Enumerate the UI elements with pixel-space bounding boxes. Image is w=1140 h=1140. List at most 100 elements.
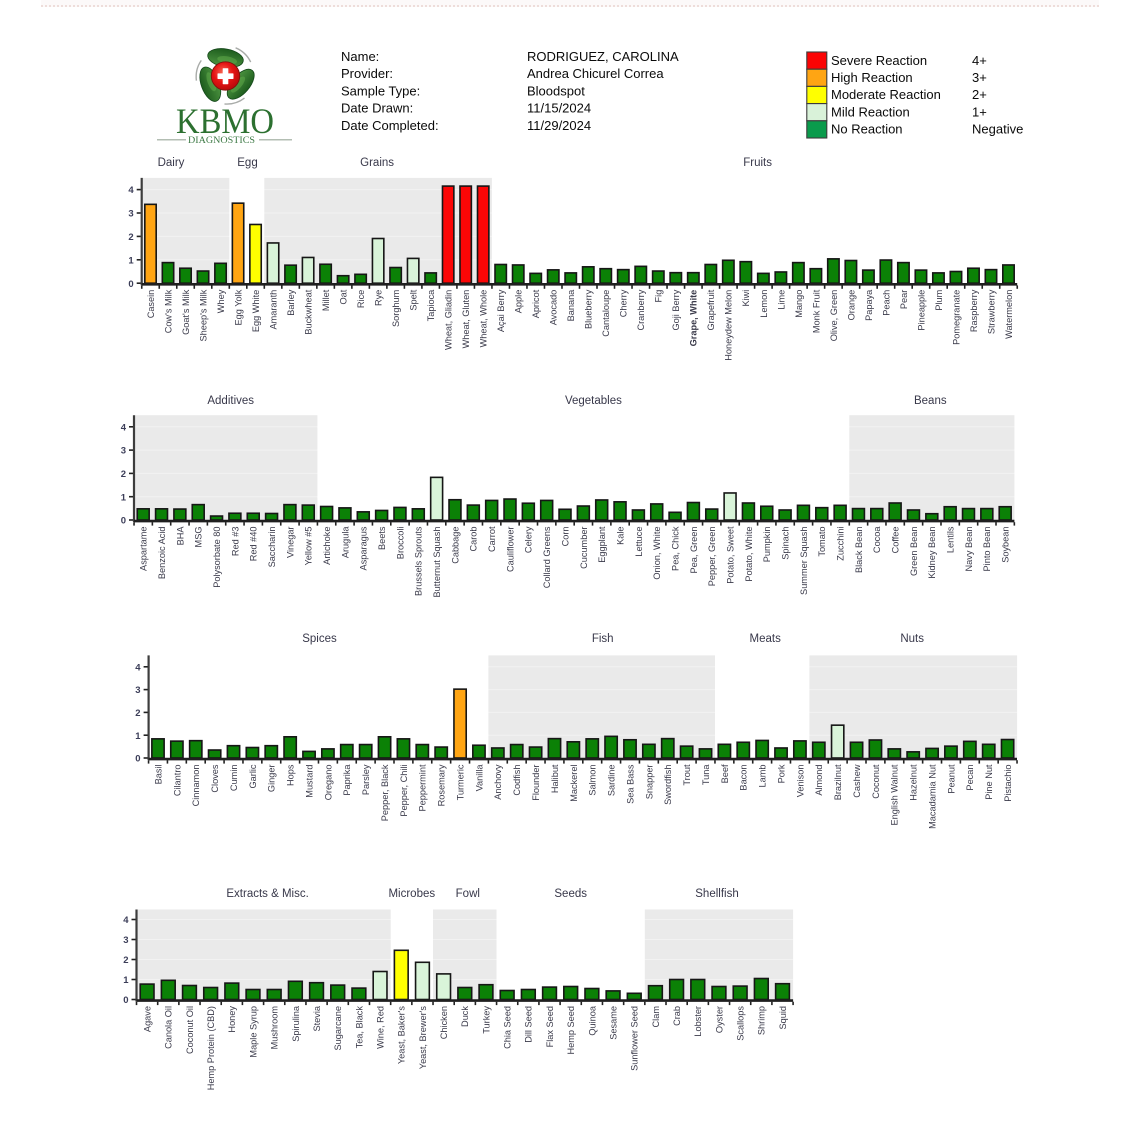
svg-text:Goji Berry: Goji Berry <box>671 289 681 330</box>
svg-text:Soybean: Soybean <box>1001 527 1011 563</box>
svg-text:Papaya: Papaya <box>864 289 874 321</box>
svg-text:Peach: Peach <box>881 290 891 316</box>
svg-text:Red #3: Red #3 <box>230 527 240 557</box>
svg-text:Collard Greens: Collard Greens <box>542 526 552 588</box>
svg-text:Mild Reaction: Mild Reaction <box>831 104 910 119</box>
svg-text:Sea Bass: Sea Bass <box>625 764 635 804</box>
svg-text:Negative: Negative <box>972 122 1023 137</box>
svg-text:Yeast, Baker's: Yeast, Baker's <box>397 1006 407 1065</box>
svg-text:Mustard: Mustard <box>304 765 314 798</box>
svg-text:2: 2 <box>128 232 133 243</box>
svg-text:Goat's Milk: Goat's Milk <box>181 289 191 335</box>
svg-text:Broccoli: Broccoli <box>395 527 405 560</box>
svg-text:BHA: BHA <box>175 526 185 546</box>
svg-text:Date Drawn:: Date Drawn: <box>341 101 413 116</box>
svg-text:Paprika: Paprika <box>342 764 352 796</box>
svg-text:Cinnamon: Cinnamon <box>191 765 201 807</box>
svg-text:Asparagus: Asparagus <box>359 526 369 570</box>
svg-text:High Reaction: High Reaction <box>831 70 913 85</box>
svg-text:Cabbage: Cabbage <box>450 527 460 564</box>
svg-text:Pea, Chick: Pea, Chick <box>670 526 680 571</box>
svg-text:Tomato: Tomato <box>817 527 827 557</box>
svg-text:Pepper, Green: Pepper, Green <box>707 527 717 587</box>
svg-text:Mackerel: Mackerel <box>569 765 579 802</box>
svg-text:Sardine: Sardine <box>607 765 617 797</box>
svg-text:English Walnut: English Walnut <box>890 764 900 825</box>
svg-text:Hemp Protein (CBD): Hemp Protein (CBD) <box>206 1006 216 1090</box>
svg-text:Hemp Seed: Hemp Seed <box>566 1006 576 1055</box>
svg-text:Vegetables: Vegetables <box>565 395 622 407</box>
svg-text:Name:: Name: <box>341 49 379 64</box>
svg-text:Cocoa: Cocoa <box>872 526 882 553</box>
svg-text:Ginger: Ginger <box>267 765 277 793</box>
svg-text:Yellow #5: Yellow #5 <box>304 527 314 566</box>
svg-text:Anchovy: Anchovy <box>493 764 503 800</box>
svg-text:Salmon: Salmon <box>588 765 598 796</box>
svg-text:0: 0 <box>128 279 133 290</box>
svg-text:Kiwi: Kiwi <box>741 290 751 307</box>
svg-text:2: 2 <box>121 469 126 480</box>
svg-text:Butternut Squash: Butternut Squash <box>432 527 442 598</box>
svg-text:Honeydew Melon: Honeydew Melon <box>724 290 734 361</box>
svg-text:Saccharin: Saccharin <box>267 527 277 568</box>
svg-text:Cantaloupe: Cantaloupe <box>601 290 611 337</box>
svg-text:Watermelon: Watermelon <box>1004 290 1014 339</box>
svg-text:4: 4 <box>121 422 127 433</box>
svg-text:Kidney Bean: Kidney Bean <box>927 527 937 579</box>
svg-text:Kale: Kale <box>615 527 625 545</box>
svg-text:Coffee: Coffee <box>891 527 901 554</box>
svg-text:Apple: Apple <box>514 290 524 314</box>
svg-text:Barley: Barley <box>286 289 296 315</box>
svg-text:Onion, White: Onion, White <box>652 527 662 580</box>
svg-text:Eggplant: Eggplant <box>597 526 607 563</box>
svg-text:Pistachio: Pistachio <box>1003 765 1013 802</box>
svg-text:4: 4 <box>135 662 141 673</box>
svg-text:0: 0 <box>121 516 126 527</box>
svg-text:Yeast, Brewer's: Yeast, Brewer's <box>418 1006 428 1070</box>
svg-text:Carob: Carob <box>469 527 479 552</box>
svg-text:Pork: Pork <box>776 764 786 783</box>
svg-text:Beef: Beef <box>720 764 730 783</box>
svg-text:Zucchini: Zucchini <box>836 527 846 561</box>
svg-text:Lime: Lime <box>776 290 786 310</box>
svg-text:Hazelnut: Hazelnut <box>909 764 919 801</box>
svg-text:Peanut: Peanut <box>946 764 956 794</box>
svg-text:Clam: Clam <box>651 1006 661 1028</box>
svg-text:1: 1 <box>121 492 127 503</box>
svg-text:Blueberry: Blueberry <box>584 289 594 329</box>
svg-text:Fruits: Fruits <box>743 157 772 169</box>
svg-text:Coconut: Coconut <box>871 764 881 799</box>
svg-text:Codfish: Codfish <box>512 765 522 796</box>
svg-text:Tapioca: Tapioca <box>426 289 436 322</box>
svg-text:Casein: Casein <box>146 290 156 319</box>
svg-text:Mango: Mango <box>794 290 804 318</box>
svg-text:Cranberry: Cranberry <box>636 289 646 330</box>
svg-text:Potato, White: Potato, White <box>744 527 754 582</box>
svg-text:Scallops: Scallops <box>736 1006 746 1041</box>
svg-text:4: 4 <box>123 915 129 926</box>
svg-text:Venison: Venison <box>795 765 805 798</box>
svg-text:Beans: Beans <box>914 395 947 407</box>
svg-text:Spelt: Spelt <box>409 289 419 310</box>
svg-text:Celery: Celery <box>524 526 534 553</box>
svg-text:Pear: Pear <box>899 290 909 309</box>
svg-text:Sunflower Seed: Sunflower Seed <box>630 1006 640 1071</box>
svg-text:Wheat, Whole: Wheat, Whole <box>479 290 489 348</box>
svg-text:Rosemary: Rosemary <box>437 764 447 806</box>
svg-text:Meats: Meats <box>750 633 782 645</box>
svg-text:Cucumber: Cucumber <box>579 527 589 569</box>
svg-text:Cow's Milk: Cow's Milk <box>163 289 173 333</box>
svg-text:Extracts & Misc.: Extracts & Misc. <box>226 888 308 900</box>
svg-text:Pepper, Black: Pepper, Black <box>380 764 390 821</box>
svg-text:Andrea Chicurel Correa: Andrea Chicurel Correa <box>527 66 664 81</box>
svg-text:Grape, White: Grape, White <box>689 290 699 347</box>
svg-text:1: 1 <box>123 975 129 986</box>
svg-text:Almond: Almond <box>814 765 824 796</box>
svg-text:1: 1 <box>128 255 134 266</box>
svg-text:Oat: Oat <box>339 289 349 304</box>
svg-text:Cherry: Cherry <box>619 289 629 317</box>
svg-text:Trout: Trout <box>682 764 692 786</box>
svg-text:11/15/2024: 11/15/2024 <box>527 101 591 116</box>
svg-text:Seeds: Seeds <box>554 888 587 900</box>
svg-text:Spices: Spices <box>302 633 337 645</box>
